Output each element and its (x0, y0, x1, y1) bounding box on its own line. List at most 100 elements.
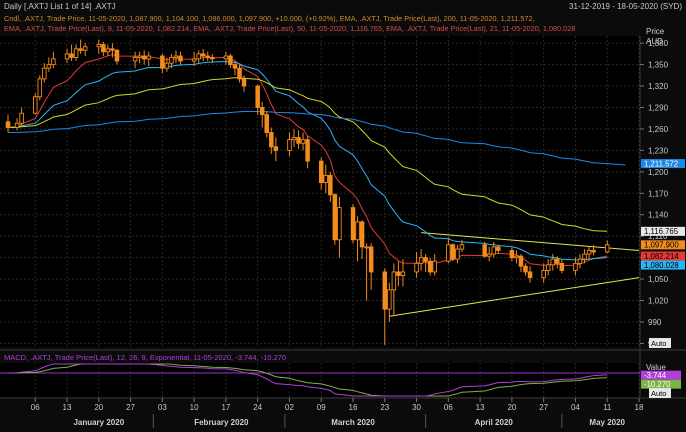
candle-body-down (496, 246, 501, 251)
candle (237, 64, 242, 83)
candle-body-down (160, 55, 165, 69)
candle-body-up (446, 244, 451, 262)
candle-body-up (196, 53, 201, 60)
candle (455, 244, 460, 264)
candle (550, 254, 555, 271)
candle-body-down (328, 174, 333, 196)
candle-body-up (550, 258, 555, 266)
time-tick-label: 10 (190, 403, 199, 412)
candle (427, 257, 433, 276)
price-tick-label: 1,020 (648, 297, 669, 306)
candle-body-up (19, 112, 24, 124)
price-tick-label: 1,260 (648, 125, 669, 134)
candle (73, 44, 79, 62)
candle-body-up (545, 264, 551, 271)
candle-body-up (459, 244, 465, 250)
candle (496, 244, 501, 255)
candle-body-down (114, 49, 120, 62)
candle (264, 111, 270, 138)
candle-body-down (382, 271, 388, 310)
candle (328, 171, 333, 202)
candle-body-up (391, 271, 397, 291)
candle-body-down (101, 44, 106, 53)
price-badge: 1,097.900 (641, 240, 685, 250)
candle-body-down (305, 139, 310, 162)
candle (400, 259, 406, 287)
candle (14, 118, 20, 131)
candle-body-up (541, 270, 546, 279)
macd-legend: MACD, .AXTJ, Trade Price(Last), 12, 26, … (4, 353, 287, 362)
trendline-upper (421, 232, 640, 251)
candle (232, 61, 238, 76)
candle-body-down (523, 265, 528, 273)
time-tick-label: 11 (603, 403, 612, 412)
candle-body-down (427, 260, 433, 273)
candle-body-down (350, 207, 356, 241)
candle-body-up (432, 260, 437, 273)
candle (523, 263, 528, 276)
candle-body-up (486, 253, 492, 257)
macd-auto-button: Auto (649, 388, 671, 398)
candle-body-up (577, 258, 583, 264)
candle-body-up (137, 55, 142, 58)
candle-body-down (591, 250, 596, 253)
time-tick-label: 16 (349, 403, 358, 412)
price-badge: 1,082.214 (641, 251, 685, 261)
candle-body-up (191, 58, 197, 62)
candle (287, 132, 292, 157)
candle (273, 137, 279, 162)
price-auto-label: Auto (651, 339, 666, 348)
candle-body-down (559, 262, 565, 271)
date-range: 31-12-2019 - 18-05-2020 (SYD) (569, 2, 682, 11)
candle-body-up (364, 246, 369, 249)
price-tick-label: 1,110 (648, 232, 668, 241)
time-tick-label: 30 (412, 403, 421, 412)
candle (527, 266, 533, 283)
candle-body-up (105, 48, 111, 53)
candle (196, 50, 201, 64)
time-tick-label: 27 (539, 403, 548, 412)
candle-body-up (146, 55, 151, 60)
candle-body-up (132, 56, 138, 62)
candle-body-down (210, 56, 215, 60)
candle-body-up (573, 262, 578, 271)
candle (382, 268, 388, 345)
candle (337, 196, 342, 258)
candle (514, 250, 519, 264)
macd-badge-label: -3.744 (644, 371, 667, 380)
time-tick-label: 17 (221, 403, 230, 412)
candle-body-down (241, 78, 247, 87)
time-tick-label: 13 (476, 403, 485, 412)
candle (241, 75, 247, 92)
price-badge-bg (641, 159, 685, 169)
candle-body-down (259, 107, 265, 116)
candle-body-down (396, 271, 401, 276)
candle (300, 132, 306, 151)
candle-body-up (418, 257, 424, 264)
price-axis-currency: AUD (646, 37, 663, 46)
candle (210, 53, 215, 64)
candle-body-down (273, 146, 279, 151)
price-badge-label: 1,080.028 (644, 261, 679, 270)
price-auto-bg (649, 338, 671, 348)
candle-body-up (164, 62, 170, 69)
macd-panel (0, 363, 640, 397)
candle (423, 254, 428, 272)
ema-200-line (7, 111, 626, 166)
candle-body-down (232, 64, 238, 69)
candle-body-down (205, 55, 210, 58)
candle (391, 263, 397, 315)
candle (110, 43, 115, 58)
candle (37, 75, 43, 101)
price-badge: 1,116.765 (641, 226, 685, 236)
candle-body-down (237, 67, 242, 80)
candle (32, 93, 38, 115)
candle-body-down (255, 85, 260, 108)
candle (42, 63, 47, 83)
candle-body-up (32, 96, 38, 114)
candle-body-down (332, 194, 338, 241)
candle-body-down (509, 250, 515, 259)
price-tick-label: 1,290 (648, 103, 669, 112)
candle (132, 51, 138, 69)
